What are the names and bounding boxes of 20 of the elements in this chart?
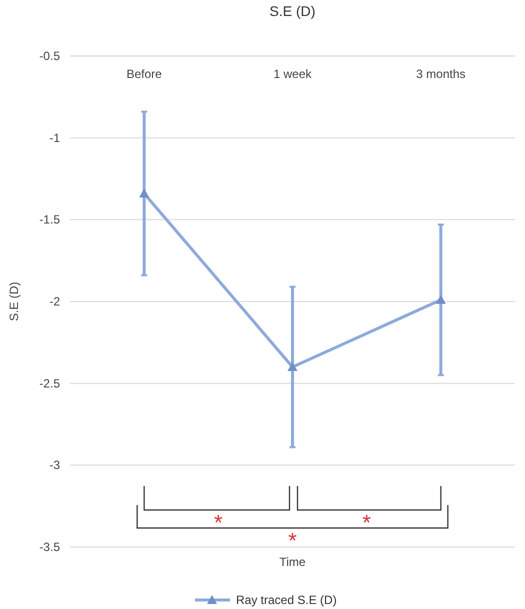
point xyxy=(139,188,150,198)
x-axis-title: Time xyxy=(279,555,306,569)
legend-label: Ray traced S.E (D) xyxy=(236,593,337,607)
y-tick-label: -1 xyxy=(49,130,60,145)
y-tick-label: -2 xyxy=(49,294,60,308)
y-tick-label: -3 xyxy=(49,458,60,472)
chart-title: S.E (D) xyxy=(270,3,316,19)
y-tick-label: -1.5 xyxy=(39,212,60,227)
point xyxy=(436,294,446,304)
x-tick-label: 1 week xyxy=(273,67,313,81)
y-axis-title: S.E (D) xyxy=(7,282,21,322)
y-tick-label: -0.5 xyxy=(39,49,60,63)
x-tick-label: Before xyxy=(126,67,162,81)
annotation: * xyxy=(362,510,372,535)
y-tick-label: -2.5 xyxy=(39,376,60,390)
y-tick-label: -3.5 xyxy=(39,540,60,554)
annotation: * xyxy=(288,528,298,553)
x-tick-label: 3 months xyxy=(416,67,466,81)
annotation: * xyxy=(214,510,224,535)
point xyxy=(288,362,298,371)
